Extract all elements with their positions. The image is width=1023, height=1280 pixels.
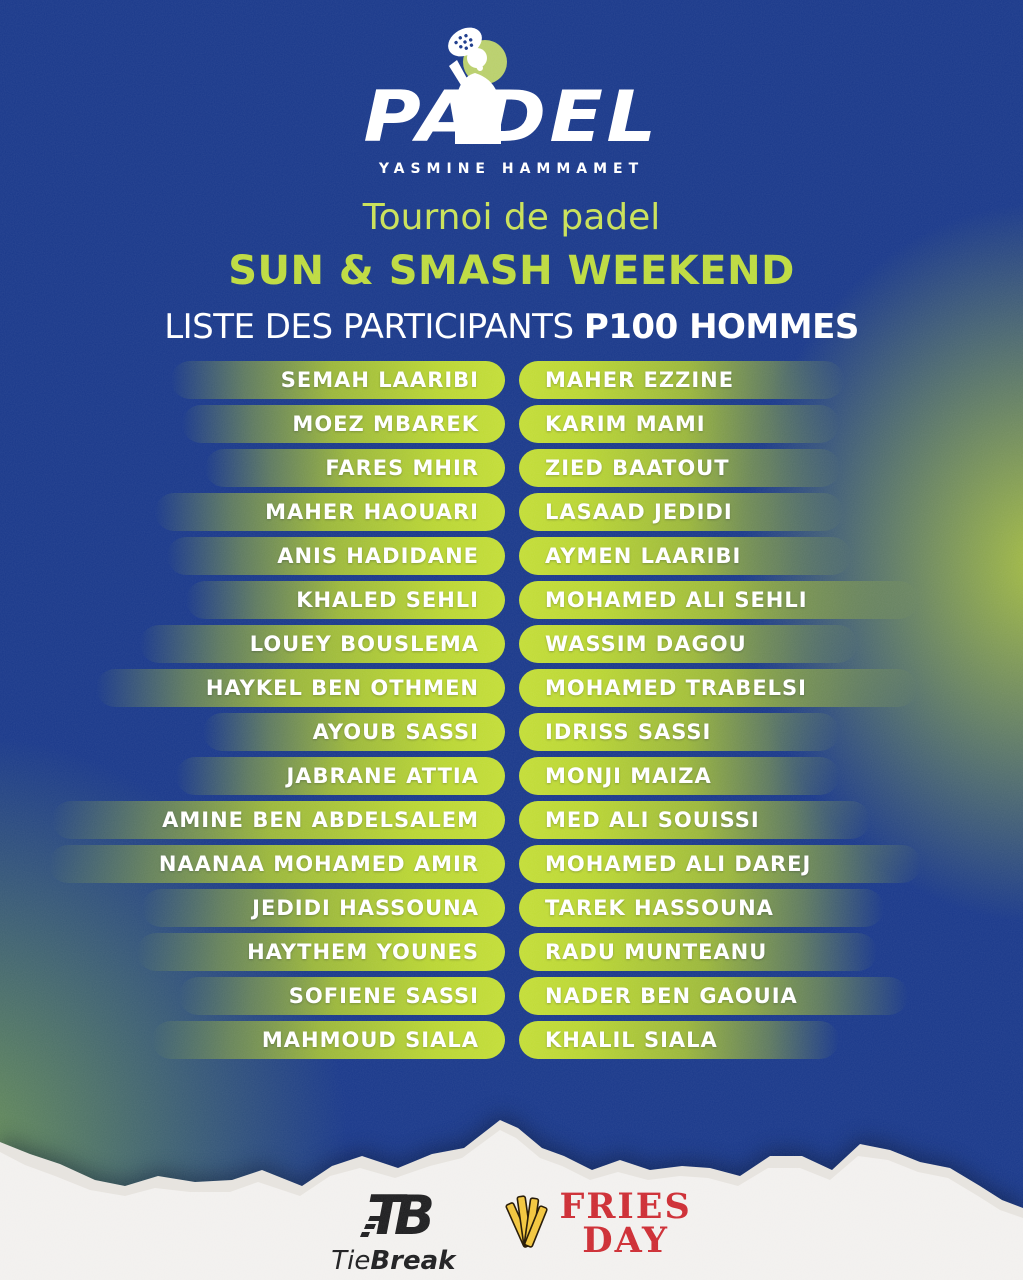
- participant-pill-left: AYOUB SASSI: [202, 713, 505, 751]
- participant-pill-right: KARIM MAMI: [519, 405, 839, 443]
- participant-pill-left: HAYKEL BEN OTHMEN: [95, 669, 505, 707]
- participant-pill-left: SOFIENE SASSI: [178, 977, 505, 1015]
- participant-pill-right: ZIED BAATOUT: [519, 449, 840, 487]
- participant-pill-left: FARES MHIR: [205, 449, 505, 487]
- sponsors-row: TB TieBreak FRIES DAY: [0, 1184, 1023, 1276]
- participant-pill-right: MAHER EZZINE: [519, 361, 845, 399]
- participant-row: NAANAA MOHAMED AMIR MOHAMED ALI DAREJ: [0, 845, 1023, 883]
- participant-pill-left: MAHER HAOUARI: [155, 493, 505, 531]
- svg-text:TB: TB: [367, 1188, 432, 1244]
- participant-row: JEDIDI HASSOUNA TAREK HASSOUNA: [0, 889, 1023, 927]
- participant-pill-left: KHALED SEHLI: [186, 581, 505, 619]
- participant-row: FARES MHIR ZIED BAATOUT: [0, 449, 1023, 487]
- logo-block: PADEL YASMINE HAMMAMET: [0, 26, 1023, 177]
- participant-pill-left: NAANAA MOHAMED AMIR: [48, 845, 505, 883]
- participant-pill-right: MED ALI SOUISSI: [519, 801, 870, 839]
- participant-row: AMINE BEN ABDELSALEM MED ALI SOUISSI: [0, 801, 1023, 839]
- participant-pill-right: MOHAMED ALI DAREJ: [519, 845, 922, 883]
- participant-pill-right: LASAAD JEDIDI: [519, 493, 843, 531]
- title-block: Tournoi de padel SUN & SMASH WEEKEND LIS…: [0, 196, 1023, 350]
- participant-pill-right: KHALIL SIALA: [519, 1021, 839, 1059]
- participant-pill-right: AYMEN LAARIBI: [519, 537, 852, 575]
- tiebreak-mark-icon: TB: [360, 1184, 442, 1247]
- participant-pill-right: NADER BEN GAOUIA: [519, 977, 908, 1015]
- list-label: LISTE DES PARTICIPANTS: [164, 307, 574, 347]
- participant-pill-left: HAYTHEM YOUNES: [137, 933, 505, 971]
- participant-row: ANIS HADIDANE AYMEN LAARIBI: [0, 537, 1023, 575]
- participant-row: LOUEY BOUSLEMA WASSIM DAGOU: [0, 625, 1023, 663]
- brand-location: YASMINE HAMMAMET: [378, 161, 645, 177]
- participant-row: JABRANE ATTIA MONJI MAIZA: [0, 757, 1023, 795]
- participant-pill-right: MONJI MAIZA: [519, 757, 839, 795]
- participant-row: HAYKEL BEN OTHMEN MOHAMED TRABELSI: [0, 669, 1023, 707]
- participants-list: SEMAH LAARIBI MAHER EZZINE MOEZ MBAREK KARI…: [0, 361, 1023, 1065]
- friesday-logo: FRIES DAY: [505, 1186, 692, 1262]
- participant-pill-left: JEDIDI HASSOUNA: [142, 889, 505, 927]
- participant-row: MOEZ MBAREK KARIM MAMI: [0, 405, 1023, 443]
- participant-pill-right: MOHAMED TRABELSI: [519, 669, 917, 707]
- participant-pill-left: ANIS HADIDANE: [167, 537, 505, 575]
- friesday-wordmark: FRIES DAY: [559, 1186, 692, 1262]
- category-label: P100 HOMMES: [583, 307, 859, 347]
- participant-pill-left: LOUEY BOUSLEMA: [139, 625, 505, 663]
- participant-pill-right: MOHAMED ALI SEHLI: [519, 581, 918, 619]
- participant-row: HAYTHEM YOUNES RADU MUNTEANU: [0, 933, 1023, 971]
- tournament-subtitle: Tournoi de padel: [362, 197, 661, 238]
- participant-pill-right: TAREK HASSOUNA: [519, 889, 884, 927]
- participant-row: SEMAH LAARIBI MAHER EZZINE: [0, 361, 1023, 399]
- participant-pill-left: SEMAH LAARIBI: [170, 361, 505, 399]
- event-title: SUN & SMASH WEEKEND: [228, 248, 795, 294]
- brand-name: PADEL: [363, 76, 660, 158]
- participant-pill-right: WASSIM DAGOU: [519, 625, 857, 663]
- participant-row: MAHER HAOUARI LASAAD JEDIDI: [0, 493, 1023, 531]
- participant-row: AYOUB SASSI IDRISS SASSI: [0, 713, 1023, 751]
- participant-pill-right: IDRISS SASSI: [519, 713, 839, 751]
- participant-row: SOFIENE SASSI NADER BEN GAOUIA: [0, 977, 1023, 1015]
- participant-row: MAHMOUD SIALA KHALIL SIALA: [0, 1021, 1023, 1059]
- tiebreak-wordmark: TieBreak: [331, 1246, 456, 1276]
- tiebreak-logo: TB TieBreak: [331, 1184, 456, 1276]
- list-title: LISTE DES PARTICIPANTS P100 HOMMES: [0, 304, 1023, 350]
- participant-pill-left: MOEZ MBAREK: [182, 405, 505, 443]
- participant-pill-left: AMINE BEN ABDELSALEM: [52, 801, 505, 839]
- participant-pill-left: JABRANE ATTIA: [176, 757, 505, 795]
- participant-pill-right: RADU MUNTEANU: [519, 933, 878, 971]
- participant-pill-left: MAHMOUD SIALA: [151, 1021, 505, 1059]
- fries-icon: [505, 1195, 549, 1248]
- participant-row: KHALED SEHLI MOHAMED ALI SEHLI: [0, 581, 1023, 619]
